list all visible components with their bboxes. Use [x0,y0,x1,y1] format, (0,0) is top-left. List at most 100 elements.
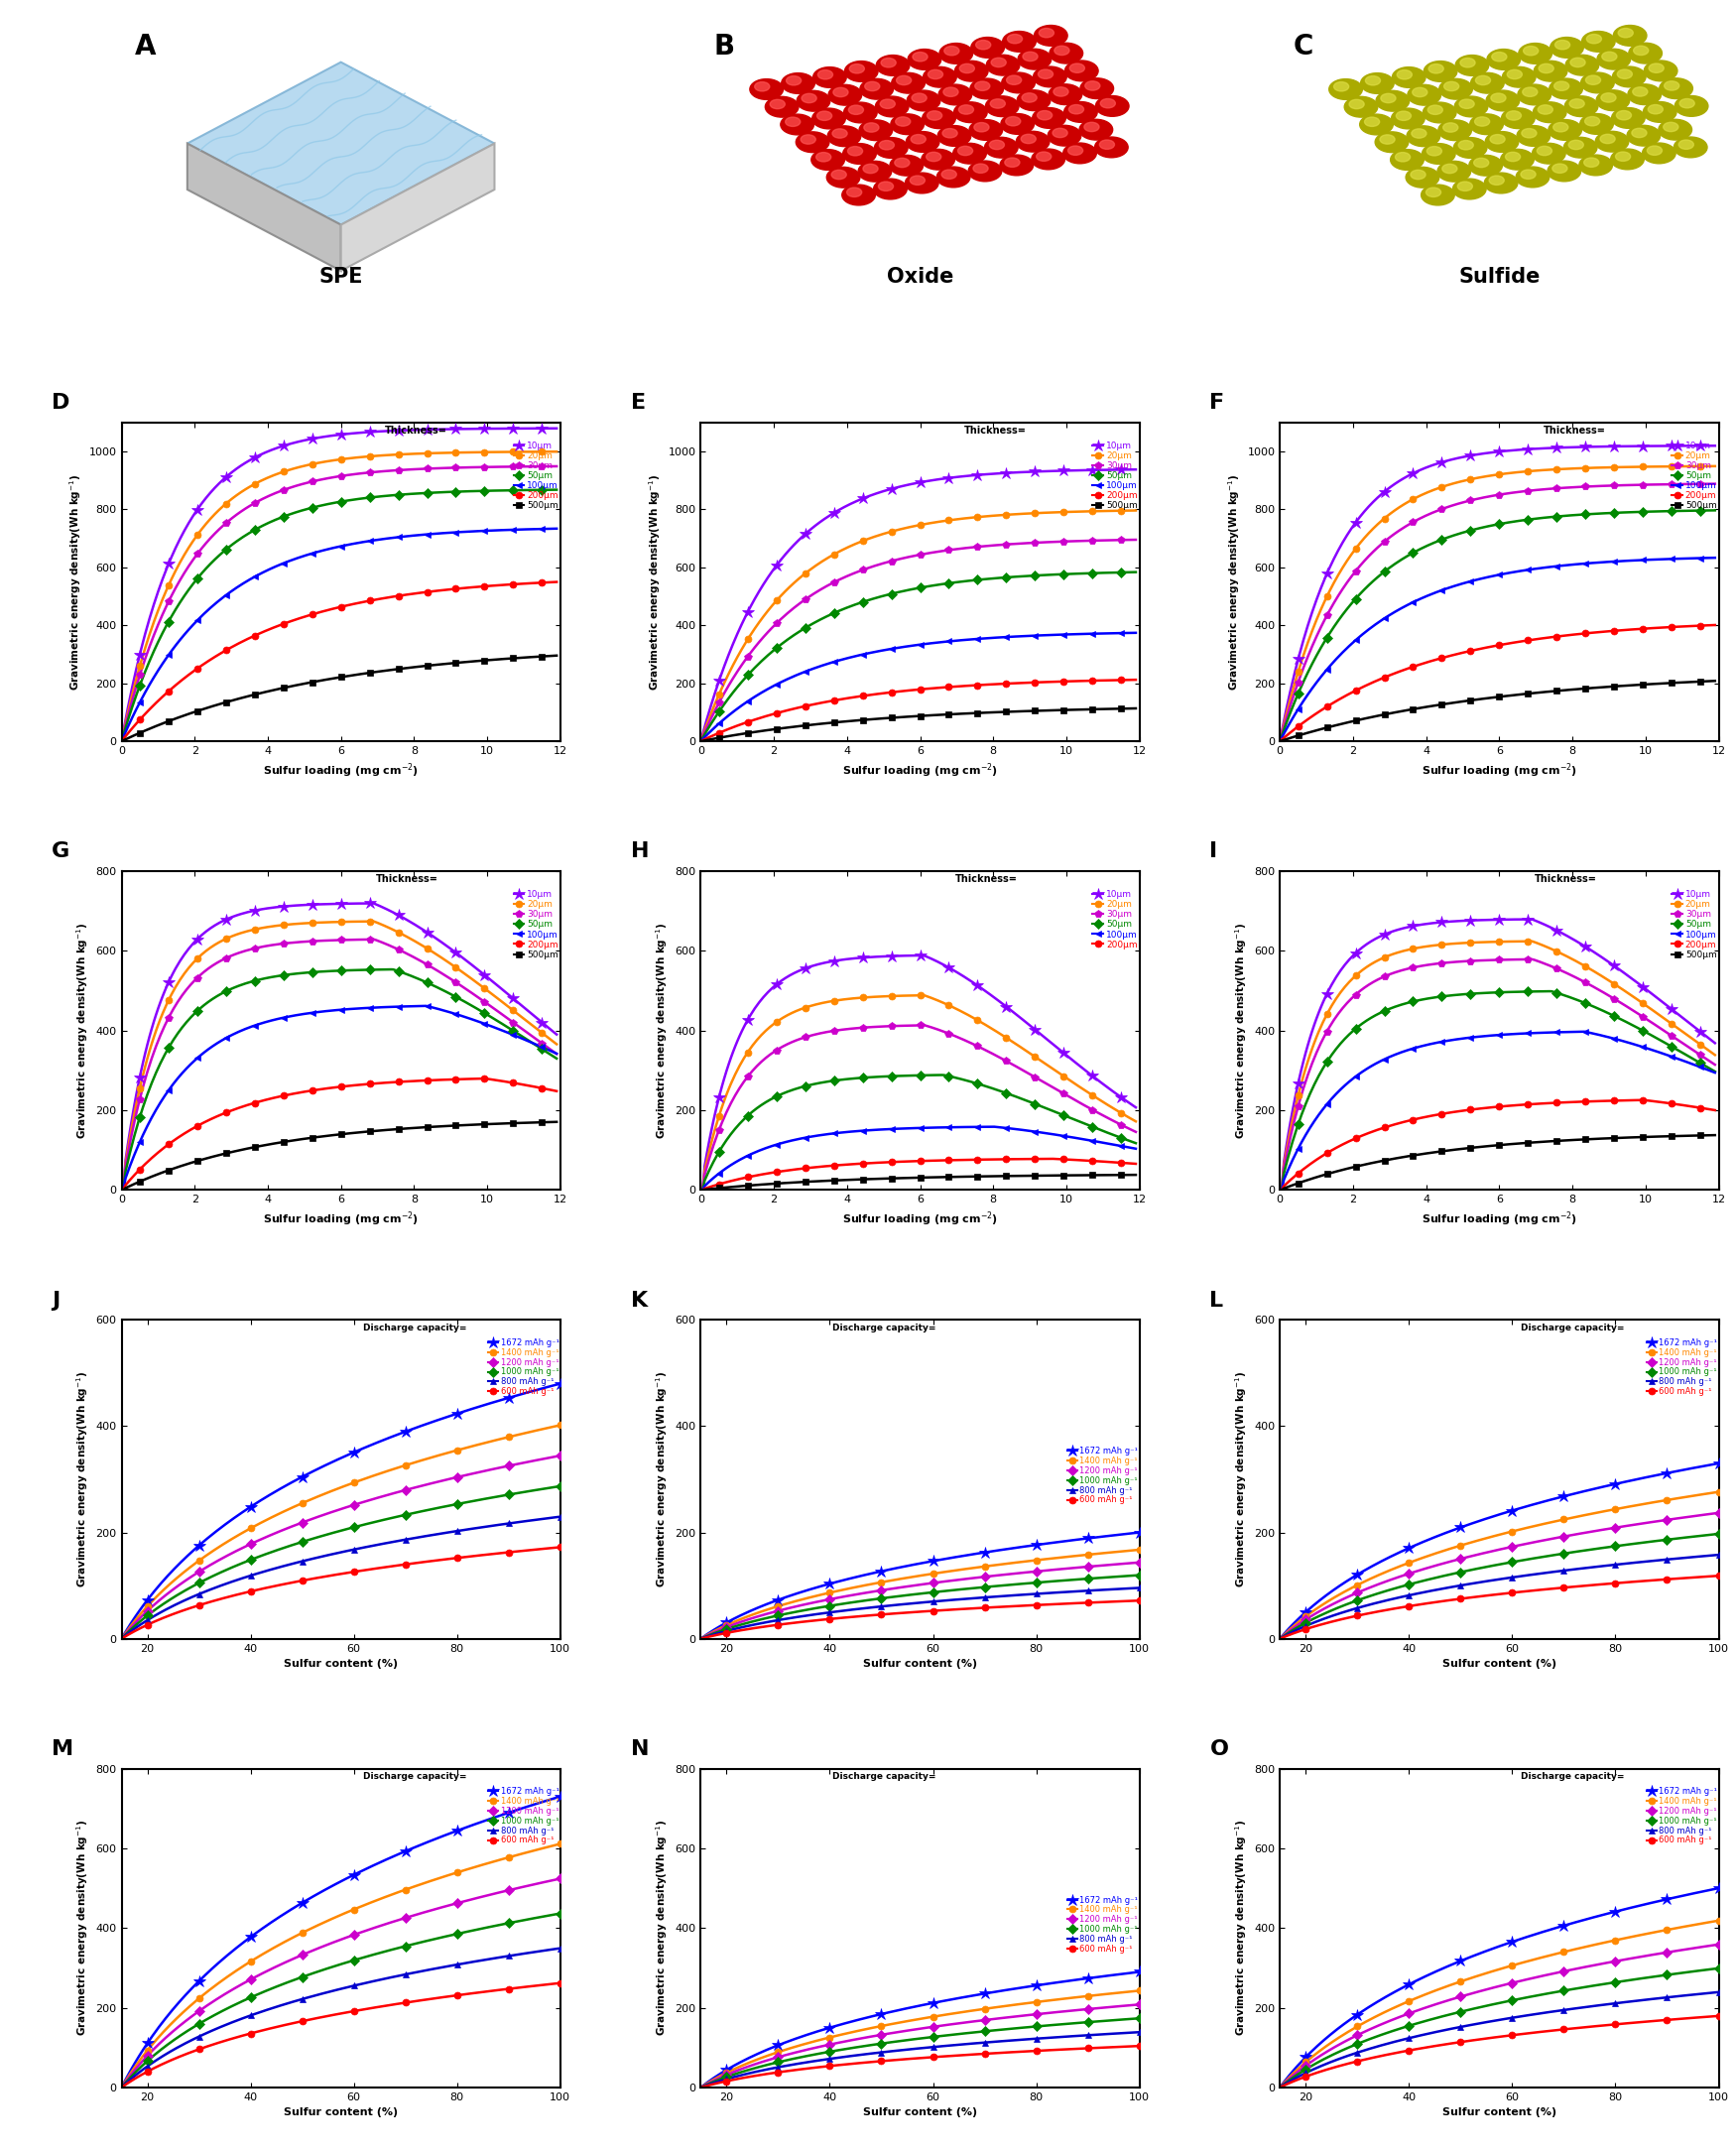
Circle shape [953,144,986,164]
Circle shape [880,99,896,108]
X-axis label: Sulfur loading (mg cm$^{-2}$): Sulfur loading (mg cm$^{-2}$) [262,1209,418,1229]
Y-axis label: Gravimetric energy density(Wh kg$^{-1}$): Gravimetric energy density(Wh kg$^{-1}$) [654,1371,670,1588]
Text: Discharge capacity=: Discharge capacity= [1521,1771,1625,1780]
Circle shape [1036,110,1052,121]
Circle shape [1099,140,1115,148]
Circle shape [1101,99,1115,108]
Circle shape [1443,123,1458,131]
Circle shape [1581,32,1614,52]
Circle shape [1647,105,1663,114]
Circle shape [1429,65,1444,73]
Circle shape [1391,108,1425,129]
Circle shape [922,148,955,170]
Circle shape [1535,60,1568,82]
Circle shape [1538,105,1552,114]
Circle shape [1380,93,1396,103]
Circle shape [953,101,988,123]
Circle shape [849,65,865,73]
Circle shape [1628,84,1661,105]
Circle shape [1424,60,1457,82]
Text: Thickness=: Thickness= [385,426,448,435]
Circle shape [1488,49,1521,69]
Text: G: G [52,841,69,861]
Circle shape [1627,125,1660,146]
Circle shape [906,131,939,153]
Circle shape [1023,93,1036,103]
Circle shape [1049,125,1082,146]
Circle shape [1460,99,1474,108]
Circle shape [1500,148,1535,170]
Circle shape [1675,97,1708,116]
Circle shape [865,123,878,131]
Circle shape [1470,114,1503,136]
Text: I: I [1210,841,1217,861]
Circle shape [1002,114,1035,133]
Circle shape [1469,155,1502,176]
Circle shape [1054,86,1068,97]
Circle shape [812,108,845,129]
Circle shape [1453,138,1488,157]
Circle shape [1665,82,1679,90]
Circle shape [1069,105,1083,114]
Circle shape [969,121,1003,140]
Circle shape [781,73,814,93]
Circle shape [1516,168,1549,187]
Y-axis label: Gravimetric energy density(Wh kg$^{-1}$): Gravimetric energy density(Wh kg$^{-1}$) [1233,1371,1248,1588]
Circle shape [911,136,925,144]
Circle shape [1455,56,1489,75]
Circle shape [1601,93,1616,103]
Circle shape [1095,97,1128,116]
Circle shape [1470,73,1503,93]
Circle shape [1571,58,1585,67]
Circle shape [894,157,910,168]
Circle shape [1564,97,1597,116]
Legend: 10μm, 20μm, 30μm, 50μm, 100μm, 200μm, 500μm: 10μm, 20μm, 30μm, 50μm, 100μm, 200μm, 50… [512,889,561,962]
Circle shape [1595,90,1630,110]
X-axis label: Sulfur loading (mg cm$^{-2}$): Sulfur loading (mg cm$^{-2}$) [1422,1209,1578,1229]
Circle shape [1080,118,1113,140]
Legend: 10μm, 20μm, 30μm, 50μm, 100μm, 200μm: 10μm, 20μm, 30μm, 50μm, 100μm, 200μm [1090,889,1139,951]
Circle shape [826,168,859,187]
Text: L: L [1210,1291,1224,1311]
Text: Discharge capacity=: Discharge capacity= [832,1771,936,1780]
Circle shape [1003,32,1036,52]
Circle shape [1406,168,1439,187]
Circle shape [1375,131,1408,153]
Circle shape [878,181,894,192]
Circle shape [802,93,816,103]
Circle shape [845,60,878,82]
Circle shape [786,75,802,86]
Legend: 10μm, 20μm, 30μm, 50μm, 100μm, 200μm, 500μm: 10μm, 20μm, 30μm, 50μm, 100μm, 200μm, 50… [1670,889,1719,962]
Circle shape [1064,101,1097,123]
Polygon shape [187,62,495,224]
Circle shape [1443,164,1457,174]
Circle shape [1602,52,1616,60]
Circle shape [1660,77,1693,99]
Circle shape [904,172,939,194]
Circle shape [1583,157,1599,168]
Circle shape [1017,49,1052,69]
Legend: 1672 mAh g⁻¹, 1400 mAh g⁻¹, 1200 mAh g⁻¹, 1000 mAh g⁻¹, 800 mAh g⁻¹, 600 mAh g⁻¹: 1672 mAh g⁻¹, 1400 mAh g⁻¹, 1200 mAh g⁻¹… [486,1336,561,1399]
Circle shape [1505,153,1521,161]
Circle shape [970,37,1005,58]
Circle shape [1361,73,1394,93]
Text: Oxide: Oxide [887,267,953,286]
Circle shape [984,138,1017,157]
Circle shape [1062,142,1097,164]
Circle shape [927,112,943,121]
Circle shape [896,116,910,127]
X-axis label: Sulfur loading (mg cm$^{-2}$): Sulfur loading (mg cm$^{-2}$) [842,762,998,779]
Text: Discharge capacity=: Discharge capacity= [363,1771,467,1780]
Text: B: B [713,32,734,60]
Circle shape [1333,82,1349,90]
Circle shape [991,58,1007,67]
Circle shape [1644,101,1677,123]
Circle shape [908,49,941,69]
Circle shape [1425,187,1441,196]
Circle shape [1649,65,1663,73]
Text: N: N [630,1739,649,1758]
Text: SPE: SPE [319,267,363,286]
Circle shape [1550,37,1583,58]
X-axis label: Sulfur content (%): Sulfur content (%) [1443,2107,1557,2118]
Circle shape [877,56,910,75]
